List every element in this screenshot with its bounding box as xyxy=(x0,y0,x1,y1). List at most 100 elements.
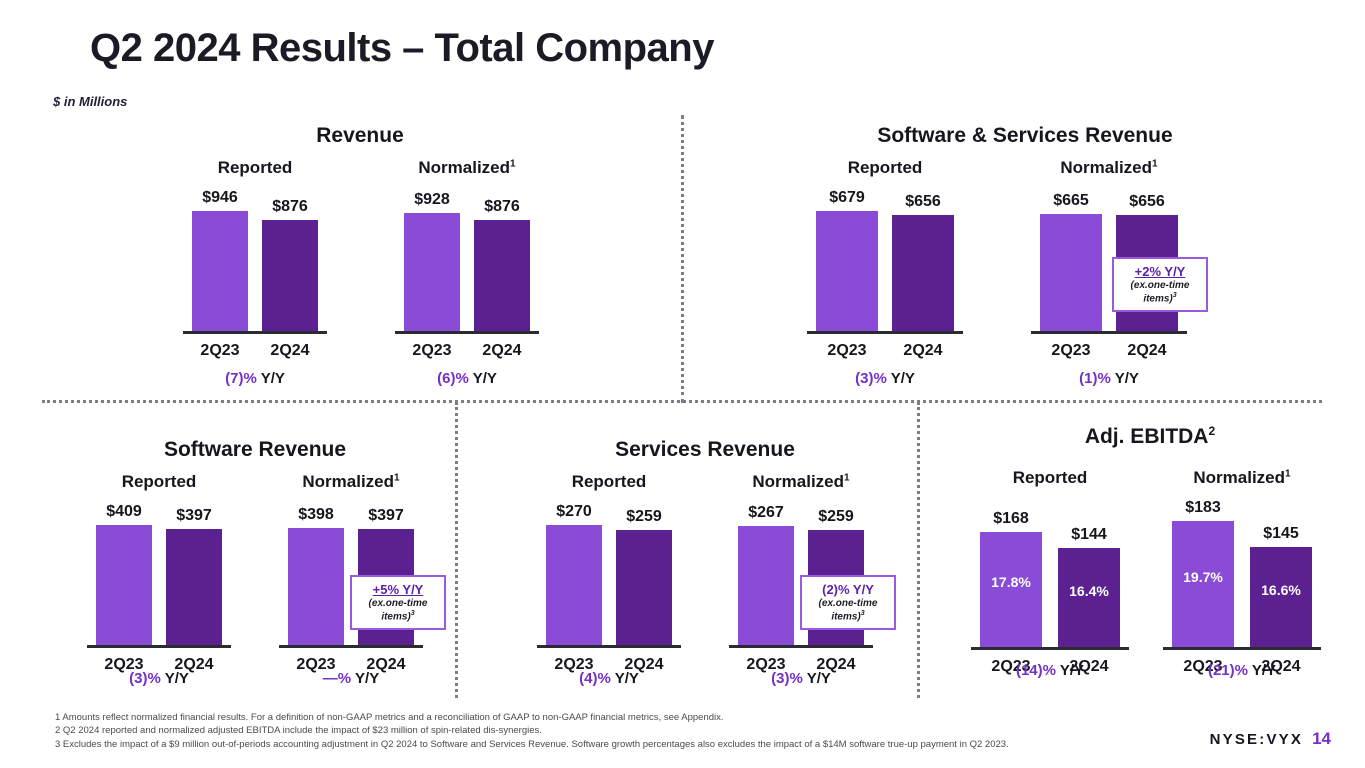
plot-area: $946 2Q23 $876 2Q24 xyxy=(160,172,350,359)
plot-area: $267 2Q23 $259 2Q24 (2)% Y/Y (ex.one-time item… xyxy=(711,486,896,673)
group-label: Normalized1 xyxy=(1060,158,1158,177)
yoy-suffix: Y/Y xyxy=(610,670,639,687)
yoy-label: (1)% Y/Y xyxy=(1014,370,1204,387)
yoy-percent: (14)% xyxy=(1015,662,1056,679)
bar-2Q24 xyxy=(474,220,530,331)
bar-value-label: $946 xyxy=(202,189,238,207)
axis-tick-2Q24: 2Q24 xyxy=(482,342,522,359)
axis-tick-2Q24: 2Q24 xyxy=(1261,658,1301,675)
axis-tick-2Q24: 2Q24 xyxy=(624,656,664,673)
bar-value-label: $876 xyxy=(272,198,308,215)
bar-2Q23 xyxy=(1040,213,1102,331)
plot-area: $398 2Q23 $397 2Q24 +5% Y/Y (ex.one-time items… xyxy=(261,486,446,673)
bar-value-label: $398 xyxy=(298,506,334,524)
footnote-2: 2 Q2 2024 reported and normalized adjust… xyxy=(55,725,542,737)
bar-2Q24 xyxy=(1058,548,1120,647)
divider-vertical-bottom-left xyxy=(455,402,458,698)
axis-tick-2Q24: 2Q24 xyxy=(270,342,310,359)
yoy-label: (21)% Y/Y xyxy=(1152,662,1332,679)
plot-area: $928 2Q23 $876 2Q24 xyxy=(372,172,562,359)
axis-tick-2Q24: 2Q24 xyxy=(1069,658,1109,675)
bar-value-label: $267 xyxy=(748,504,784,522)
yoy-suffix: Y/Y xyxy=(160,670,189,687)
group-label: Reported xyxy=(847,158,923,177)
callout-box: +5% Y/Y (ex.one-time items)3 xyxy=(350,575,446,630)
chart-services: Services Revenue Reported $270 2Q23 $259 2Q24… xyxy=(505,438,905,700)
yoy-label: —% Y/Y xyxy=(261,670,441,687)
plot-area: $270 2Q23 $259 2Q24 xyxy=(519,486,699,673)
yoy-percent: —% xyxy=(322,670,352,687)
chart-title: Software & Services Revenue xyxy=(877,124,1173,147)
bar-2Q23 xyxy=(404,213,460,331)
callout-sub-text: (ex.one-time items)3 xyxy=(368,598,428,623)
bar-margin-label: 19.7% xyxy=(1183,568,1223,585)
yoy-percent: (3)% xyxy=(771,670,803,687)
bar-value-label: $183 xyxy=(1185,499,1221,517)
group-label: Normalized1 xyxy=(752,472,850,491)
yoy-percent: (3)% xyxy=(855,370,887,387)
bar-value-label: $397 xyxy=(368,506,404,524)
chart-title: Adj. EBITDA2 xyxy=(1084,424,1216,448)
footnote-1: 1 Amounts reflect normalized financial r… xyxy=(55,712,724,723)
yoy-suffix: Y/Y xyxy=(351,670,380,687)
axis-tick-2Q23: 2Q23 xyxy=(1183,658,1223,675)
axis-baseline xyxy=(807,331,963,334)
yoy-percent: (7)% xyxy=(225,370,257,387)
axis-baseline xyxy=(183,331,327,334)
chart-revenue: Revenue Reported $946 2Q23 $876 2Q24 (7)% Y/Y N… xyxy=(150,124,570,400)
axis-tick-2Q23: 2Q23 xyxy=(1051,342,1091,359)
plot-area: $665 2Q23 $656 2Q24 +2% Y/Y (ex.one-time items… xyxy=(1014,172,1208,359)
axis-baseline xyxy=(1163,647,1321,650)
bar-2Q23 xyxy=(816,211,878,331)
footnotes: 1 Amounts reflect normalized financial r… xyxy=(55,711,1045,751)
bar-2Q24 xyxy=(616,530,672,645)
axis-baseline xyxy=(87,645,231,648)
yoy-label: (7)% Y/Y xyxy=(160,370,350,387)
yoy-percent: (1)% xyxy=(1079,370,1111,387)
brand-footer: NYSE:VYX 14 xyxy=(1210,729,1331,749)
axis-tick-2Q24: 2Q24 xyxy=(366,656,406,673)
bar-2Q24 xyxy=(166,528,222,645)
group-label: Reported xyxy=(1012,468,1088,487)
axis-tick-2Q23: 2Q23 xyxy=(296,656,336,673)
bar-value-label: $397 xyxy=(176,506,212,524)
plot-area: $183 19.7% 2Q23 $145 16.6% 2Q24 xyxy=(1152,480,1332,675)
bar-2Q23 xyxy=(980,531,1042,647)
bar-value-label: $270 xyxy=(556,503,592,521)
bar-2Q23 xyxy=(192,211,248,331)
plot-area: $168 17.8% 2Q23 $144 16.4% 2Q24 xyxy=(960,480,1140,675)
axis-tick-2Q24: 2Q24 xyxy=(1127,342,1167,359)
yoy-suffix: Y/Y xyxy=(468,370,497,387)
group-label: Reported xyxy=(121,472,197,491)
axis-baseline xyxy=(395,331,539,334)
axis-tick-2Q23: 2Q23 xyxy=(991,658,1031,675)
yoy-label: (3)% Y/Y xyxy=(69,670,249,687)
callout-main-text: +2% Y/Y xyxy=(1134,264,1186,280)
chart-software-services: Software & Services Revenue Reported $679 2… xyxy=(790,124,1260,400)
callout-sub-text: (ex.one-time items)3 xyxy=(1130,280,1190,305)
bar-value-label: $259 xyxy=(818,508,854,526)
axis-tick-2Q23: 2Q23 xyxy=(200,342,240,359)
axis-tick-2Q24: 2Q24 xyxy=(174,656,214,673)
yoy-suffix: Y/Y xyxy=(256,370,285,387)
bar-value-label: $656 xyxy=(905,193,941,211)
bar-value-label: $145 xyxy=(1263,525,1299,543)
chart-adj-ebitda: Adj. EBITDA2 Reported $168 17.8% 2Q23 $144 16.… xyxy=(950,424,1350,692)
divider-vertical-top xyxy=(681,115,684,403)
axis-tick-2Q24: 2Q24 xyxy=(816,656,856,673)
bar-2Q24 xyxy=(1250,547,1312,647)
bar-value-label: $144 xyxy=(1071,526,1107,544)
bar-2Q23 xyxy=(96,525,152,645)
yoy-suffix: Y/Y xyxy=(1247,662,1277,679)
axis-tick-2Q24: 2Q24 xyxy=(903,342,943,359)
axis-tick-2Q23: 2Q23 xyxy=(746,656,786,673)
bar-2Q23 xyxy=(546,525,602,645)
yoy-label: (3)% Y/Y xyxy=(711,670,891,687)
callout-sub-text: (ex.one-time items)3 xyxy=(818,598,878,623)
callout-main-text: (2)% Y/Y xyxy=(822,582,874,598)
callout-box: +2% Y/Y (ex.one-time items)3 xyxy=(1112,257,1208,312)
group-label: Normalized1 xyxy=(418,158,516,177)
yoy-label: (4)% Y/Y xyxy=(519,670,699,687)
yoy-suffix: Y/Y xyxy=(802,670,831,687)
